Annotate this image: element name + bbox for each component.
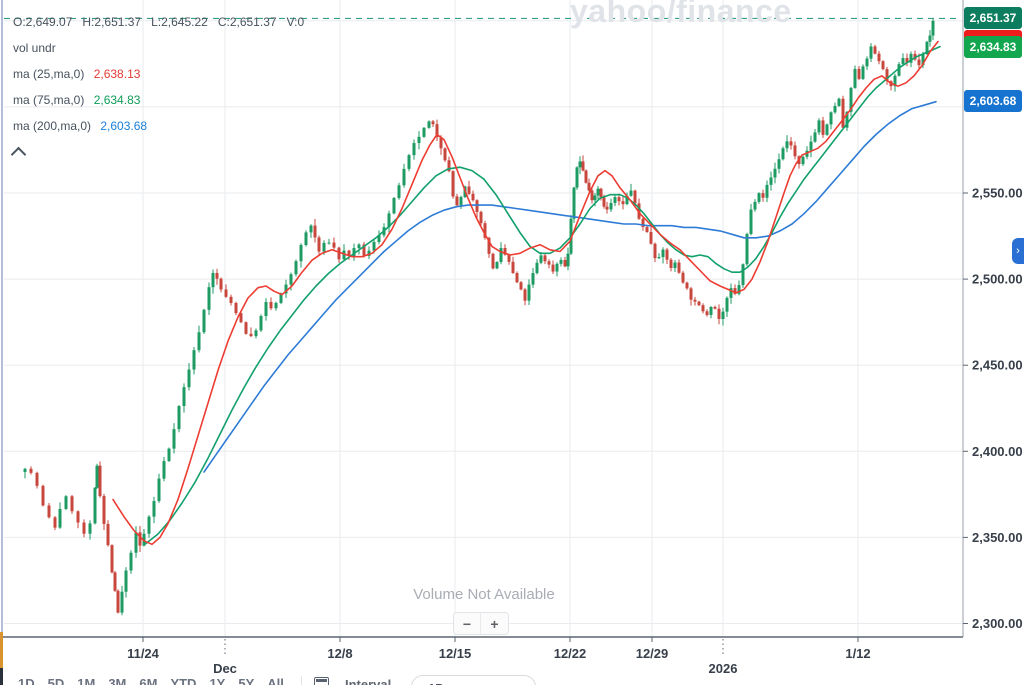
y-tick-label: 2,450.00 [972, 358, 1023, 373]
ma25-line [112, 40, 939, 546]
chevron-down-icon: ▾ [489, 683, 494, 685]
x-tick-label: 2026 [709, 661, 738, 676]
ma75-label: ma (75,ma,0) [13, 93, 85, 107]
ma200-line [203, 100, 937, 473]
low-value: L:2,645.22 [151, 15, 208, 29]
volume-value: V:0 [286, 15, 305, 29]
volume-not-available-note: Volume Not Available [413, 586, 555, 603]
expand-panel-tab[interactable]: › [1012, 238, 1024, 264]
ma200-value: 2,603.68 [100, 119, 148, 133]
interval-dropdown[interactable]: 1D ▾ [411, 675, 536, 685]
open-value: O:2,649.07 [13, 15, 73, 29]
range-ytd[interactable]: YTD [170, 676, 197, 685]
range-5y[interactable]: 5Y [238, 676, 255, 685]
close-value: C:2,651.37 [217, 15, 277, 29]
ohlc-readout: O:2,649.07 H:2,651.37 L:2,645.22 C:2,651.37… [13, 15, 314, 41]
x-tick-label: Dec [213, 661, 237, 676]
range-selector: 1D 5D 1M 3M 6M YTD 1Y 5Y All [18, 676, 284, 685]
y-tick-label: 2,550.00 [972, 186, 1023, 201]
moving-average-lines [112, 40, 941, 546]
yahoo-finance-watermark: yahoo/finance [570, 0, 792, 29]
screen-edge-strip-orange [0, 632, 3, 668]
y-tick-label: 2,500.00 [972, 272, 1023, 287]
interval-label: Interval [345, 677, 392, 685]
ma75-price-badge: 2,634.83 [964, 35, 1022, 58]
last-price-badge: 2,651.37 [964, 7, 1022, 30]
range-1m[interactable]: 1M [77, 676, 96, 685]
chart-toolbar: 1D 5D 1M 3M 6M YTD 1Y 5Y All Interval 1D… [0, 675, 1024, 685]
axes [0, 0, 964, 638]
ma75-line [144, 45, 941, 546]
vol-under-label: vol undr [13, 41, 56, 55]
ma200-price-badge: 2,603.68 [964, 89, 1022, 112]
y-tick-label: 2,300.00 [972, 616, 1023, 631]
ma75-legend-row: ma (75,ma,0) 2,634.83 [13, 93, 314, 119]
y-tick-label: 2,400.00 [972, 444, 1023, 459]
ma75-value: 2,634.83 [93, 93, 141, 107]
range-1d[interactable]: 1D [18, 676, 35, 685]
x-axis[interactable]: 11/24 Dec 12/8 12/15 12/22 12/29 2026 1/12 [127, 637, 871, 676]
ma25-label: ma (25,ma,0) [13, 67, 85, 81]
x-tick-label: 12/8 [327, 646, 352, 661]
y-tick-label: 2,350.00 [972, 530, 1023, 545]
zoom-controls: − + [453, 612, 509, 635]
zoom-in-button[interactable]: + [481, 613, 508, 634]
ma200-legend-row: ma (200,ma,0) 2,603.68 [13, 119, 314, 145]
range-all[interactable]: All [267, 676, 284, 685]
x-tick-label: 11/24 [127, 646, 160, 661]
interval-value: 1D [428, 681, 445, 685]
ma200-label: ma (200,ma,0) [13, 119, 92, 133]
range-5d[interactable]: 5D [47, 676, 65, 685]
x-tick-label: 12/22 [554, 646, 587, 661]
screen-edge-strip-dark [0, 668, 3, 685]
ma25-value: 2,638.13 [93, 67, 141, 81]
x-tick-label: 12/29 [636, 646, 669, 661]
zoom-out-button[interactable]: − [454, 613, 481, 634]
chevron-right-icon: › [1016, 245, 1020, 257]
indicator-legend: O:2,649.07 H:2,651.37 L:2,645.22 C:2,651.37… [10, 15, 314, 171]
x-tick-label: 12/15 [439, 646, 472, 661]
toolbar-divider [301, 676, 302, 685]
collapse-legend-chevron-up-icon[interactable] [10, 146, 27, 163]
y-axis[interactable]: 2,550.00 2,500.00 2,450.00 2,400.00 2,350.00… [963, 186, 1023, 632]
calendar-icon[interactable] [314, 677, 329, 685]
screen-edge-strip-blue [1, 0, 3, 632]
range-6m[interactable]: 6M [139, 676, 158, 685]
grid-lines [4, 0, 963, 637]
ma25-legend-row: ma (25,ma,0) 2,638.13 [13, 67, 314, 93]
x-tick-label: 1/12 [845, 646, 870, 661]
range-3m[interactable]: 3M [108, 676, 127, 685]
high-value: H:2,651.37 [82, 15, 142, 29]
range-1y[interactable]: 1Y [209, 676, 226, 685]
